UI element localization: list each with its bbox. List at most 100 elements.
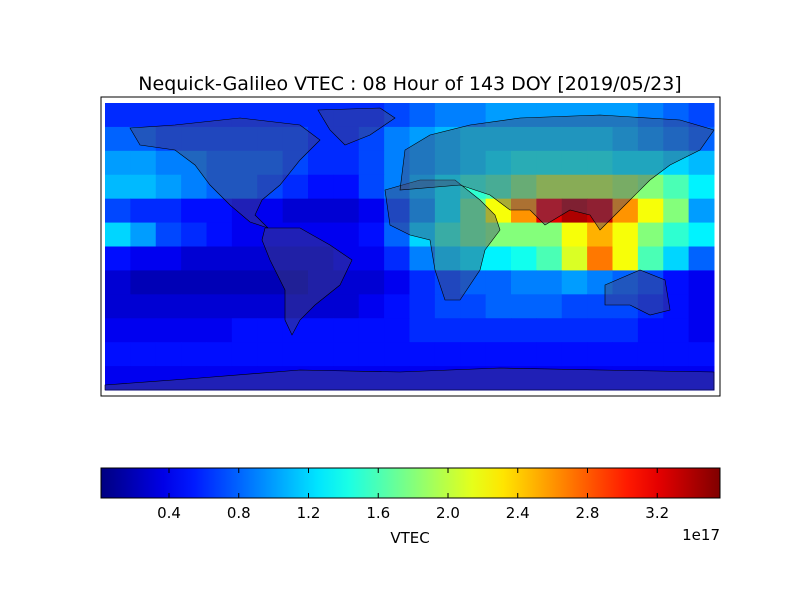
heatmap-cell	[155, 246, 182, 271]
heatmap-cell	[333, 150, 360, 176]
north-america	[129, 117, 321, 229]
heatmap-cell	[637, 103, 664, 128]
heatmap-cell	[587, 270, 613, 295]
heatmap-cell	[231, 222, 258, 247]
heatmap-cell	[409, 150, 436, 176]
heatmap-cell	[257, 342, 284, 367]
heatmap-cell	[511, 198, 537, 224]
south-america	[261, 227, 353, 336]
heatmap-cell	[257, 198, 284, 224]
heatmap-cell	[358, 246, 385, 271]
heatmap-cell	[257, 294, 284, 319]
heatmap-cell	[333, 103, 360, 128]
heatmap-cell	[409, 198, 436, 224]
heatmap-cell	[587, 174, 613, 200]
heatmap-cell	[434, 246, 461, 271]
heatmap-cell	[384, 246, 410, 271]
heatmap-cell	[460, 342, 487, 367]
heatmap-cell	[587, 342, 613, 367]
heatmap-cell	[536, 150, 563, 176]
heatmap-cell	[105, 270, 131, 295]
heatmap-cell	[688, 103, 715, 128]
heatmap-cell	[130, 318, 157, 343]
heatmap-cell	[231, 342, 258, 367]
heatmap-cell	[663, 126, 690, 152]
heatmap-cell	[663, 222, 690, 247]
heatmap-cell	[612, 318, 639, 343]
heatmap-cell	[384, 150, 410, 176]
greenland	[317, 107, 396, 146]
heatmap-cell	[333, 366, 360, 391]
heatmap-cell	[282, 318, 309, 343]
heatmap-cell	[460, 150, 487, 176]
heatmap-cell	[282, 150, 309, 176]
coastlines	[104, 107, 715, 391]
heatmap-cell	[308, 150, 334, 176]
heatmap-cell	[384, 198, 410, 224]
heatmap-cell	[460, 366, 487, 391]
heatmap-cell	[688, 246, 715, 271]
heatmap-cell	[105, 342, 131, 367]
colorbar-tick-label: 0.8	[227, 504, 251, 522]
heatmap-cell	[206, 366, 233, 391]
heatmap-cell	[384, 174, 410, 200]
heatmap-cell	[358, 294, 385, 319]
heatmap-cell	[536, 103, 563, 128]
heatmap-cell	[561, 222, 588, 247]
heatmap-cell	[155, 103, 182, 128]
heatmap-cell	[130, 294, 157, 319]
heatmap-cell	[663, 150, 690, 176]
heatmap-cell	[612, 198, 639, 224]
heatmap-cell	[231, 294, 258, 319]
heatmap-cell	[257, 246, 284, 271]
heatmap-cell	[333, 174, 360, 200]
heatmap-cell	[688, 342, 715, 367]
heatmap-cell	[612, 150, 639, 176]
heatmap-cell	[130, 103, 157, 128]
heatmap-cell	[434, 222, 461, 247]
heatmap-cell	[511, 222, 537, 247]
heatmap-cell	[561, 270, 588, 295]
heatmap-cell	[511, 174, 537, 200]
heatmap-cell	[282, 198, 309, 224]
heatmap-cell	[612, 342, 639, 367]
heatmap-cell	[688, 366, 715, 391]
heatmap-cell	[231, 103, 258, 128]
heatmap-cell	[612, 103, 639, 128]
heatmap-cell	[181, 174, 207, 200]
heatmap-cell	[536, 270, 563, 295]
heatmap-cell	[130, 342, 157, 367]
heatmap-cell	[333, 198, 360, 224]
heatmap-cell	[358, 222, 385, 247]
heatmap-cell	[485, 246, 512, 271]
heatmap-cell	[663, 103, 690, 128]
heatmap-cell	[282, 294, 309, 319]
heatmap-cell	[587, 318, 613, 343]
heatmap-cell	[460, 318, 487, 343]
heatmap-cell	[282, 174, 309, 200]
heatmap-cell	[257, 174, 284, 200]
heatmap-cell	[155, 318, 182, 343]
heatmap-cell	[637, 150, 664, 176]
heatmap-cell	[511, 318, 537, 343]
heatmap-cell	[511, 150, 537, 176]
heatmap-cell	[485, 103, 512, 128]
heatmap-cell	[485, 150, 512, 176]
antarctica	[104, 367, 715, 391]
heatmap-cell	[561, 174, 588, 200]
heatmap-cell	[409, 294, 436, 319]
heatmap-cell	[358, 103, 385, 128]
colorbar-tick-label: 2.8	[576, 504, 600, 522]
heatmap-cell	[485, 126, 512, 152]
heatmap-cell	[333, 342, 360, 367]
heatmap-cell	[181, 294, 207, 319]
heatmap-cell	[561, 150, 588, 176]
heatmap-cell	[282, 246, 309, 271]
heatmap-cell	[587, 150, 613, 176]
heatmap-cell	[257, 103, 284, 128]
heatmap-cell	[587, 126, 613, 152]
colorbar	[100, 467, 721, 499]
heatmap-cell	[460, 126, 487, 152]
heatmap-cell	[663, 270, 690, 295]
